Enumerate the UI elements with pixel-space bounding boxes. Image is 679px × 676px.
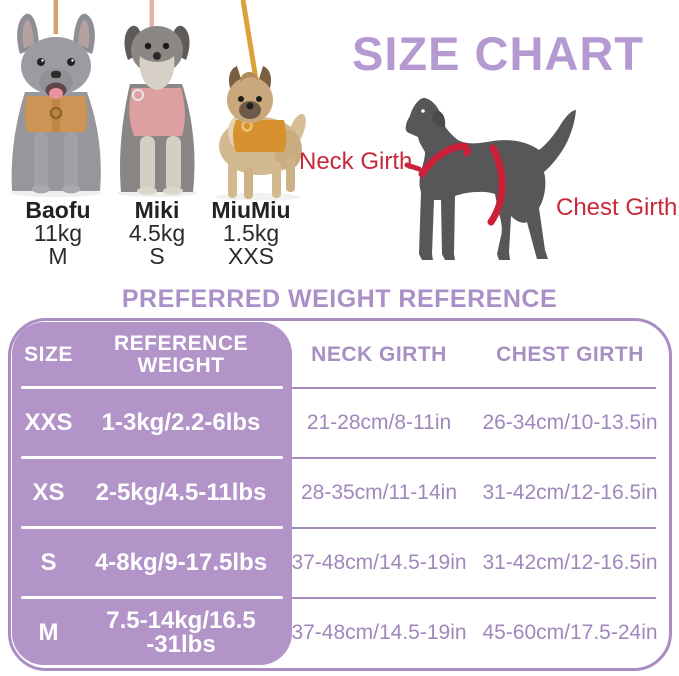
model-size: M (48, 243, 68, 269)
table-row: XXS 1-3kg/2.2-6lbs 21-28cm/8-11in 26-34c… (11, 388, 669, 458)
table-row: XS 2-5kg/4.5-11lbs 28-35cm/11-14in 31-42… (11, 458, 669, 528)
model-weight: 1.5kg (222, 220, 280, 246)
leash-tan (53, 0, 58, 34)
cell-weight: 7.5-14kg/16.5 -31lbs (106, 607, 256, 658)
measuring-dog-silhouette (404, 97, 576, 260)
dog-eye (421, 109, 425, 113)
divider (21, 386, 283, 389)
model-size: S (149, 243, 165, 269)
table-row: S 4-8kg/9-17.5lbs 37-48cm/14.5-19in 31-4… (11, 528, 669, 598)
divider (291, 387, 656, 389)
neck-girth-pointer (404, 162, 422, 172)
dog-baofu (11, 13, 101, 194)
model-name: MiuMiu (211, 197, 291, 223)
divider (291, 597, 656, 599)
leash-pink (149, 0, 154, 34)
cell-chest: 26-34cm/10-13.5in (482, 411, 658, 434)
col-header-chest: CHEST GIRTH (496, 342, 644, 366)
table-header-row: SIZE REFERENCE WEIGHT NECK GIRTH CHEST G… (11, 321, 669, 388)
model-caption-baofu: Baofu 11kg M (8, 199, 108, 268)
table-purple-panel (12, 322, 292, 665)
chest-girth-band (487, 144, 506, 226)
model-weight: 11kg (33, 220, 83, 246)
model-dogs-illustration (10, 0, 306, 200)
page-title: SIZE CHART (352, 27, 644, 80)
cell-chest: 31-42cm/12-16.5in (482, 551, 658, 574)
neck-girth-band (418, 142, 471, 178)
size-table: SIZE REFERENCE WEIGHT NECK GIRTH CHEST G… (8, 318, 672, 671)
divider (291, 457, 656, 459)
col-header-size: SIZE (24, 342, 73, 366)
model-caption-miumiu: MiuMiu 1.5kg XXS (203, 199, 299, 268)
model-size: XXS (227, 243, 275, 269)
dog-ear (432, 110, 446, 127)
table-row: M 7.5-14kg/16.5 -31lbs 37-48cm/14.5-19in… (11, 598, 669, 668)
cell-neck: 21-28cm/8-11in (306, 411, 452, 434)
chest-girth-label: Chest Girth (556, 194, 678, 221)
cell-chest: 45-60cm/17.5-24in (482, 621, 658, 644)
cell-size: M (38, 619, 59, 646)
cell-weight: 1-3kg/2.2-6lbs (101, 409, 261, 436)
cell-weight: 2-5kg/4.5-11lbs (95, 479, 267, 506)
cell-size: XS (32, 479, 65, 506)
model-name: Miki (134, 197, 180, 223)
col-header-weight: REFERENCE WEIGHT (113, 331, 249, 377)
divider (21, 596, 283, 599)
weight-reference-heading: PREFERRED WEIGHT REFERENCE (121, 285, 558, 313)
cell-neck: 37-48cm/14.5-19in (291, 551, 467, 574)
model-caption-miki: Miki 4.5kg S (112, 199, 202, 268)
divider (291, 527, 656, 529)
dog-miki (120, 25, 195, 195)
col-header-neck: NECK GIRTH (311, 342, 447, 366)
cell-neck: 28-35cm/11-14in (300, 481, 458, 504)
cell-weight: 4-8kg/9-17.5lbs (94, 549, 268, 576)
model-name: Baofu (25, 197, 91, 223)
dog-miumiu (219, 66, 306, 199)
model-weight: 4.5kg (128, 220, 186, 246)
cell-neck: 37-48cm/14.5-19in (291, 621, 467, 644)
cell-chest: 31-42cm/12-16.5in (482, 481, 658, 504)
neck-girth-label: Neck Girth (299, 148, 413, 175)
cell-size: S (40, 549, 57, 576)
dog-silhouette (405, 97, 576, 260)
divider (21, 526, 283, 529)
divider (21, 456, 283, 459)
cell-size: XXS (24, 409, 73, 436)
